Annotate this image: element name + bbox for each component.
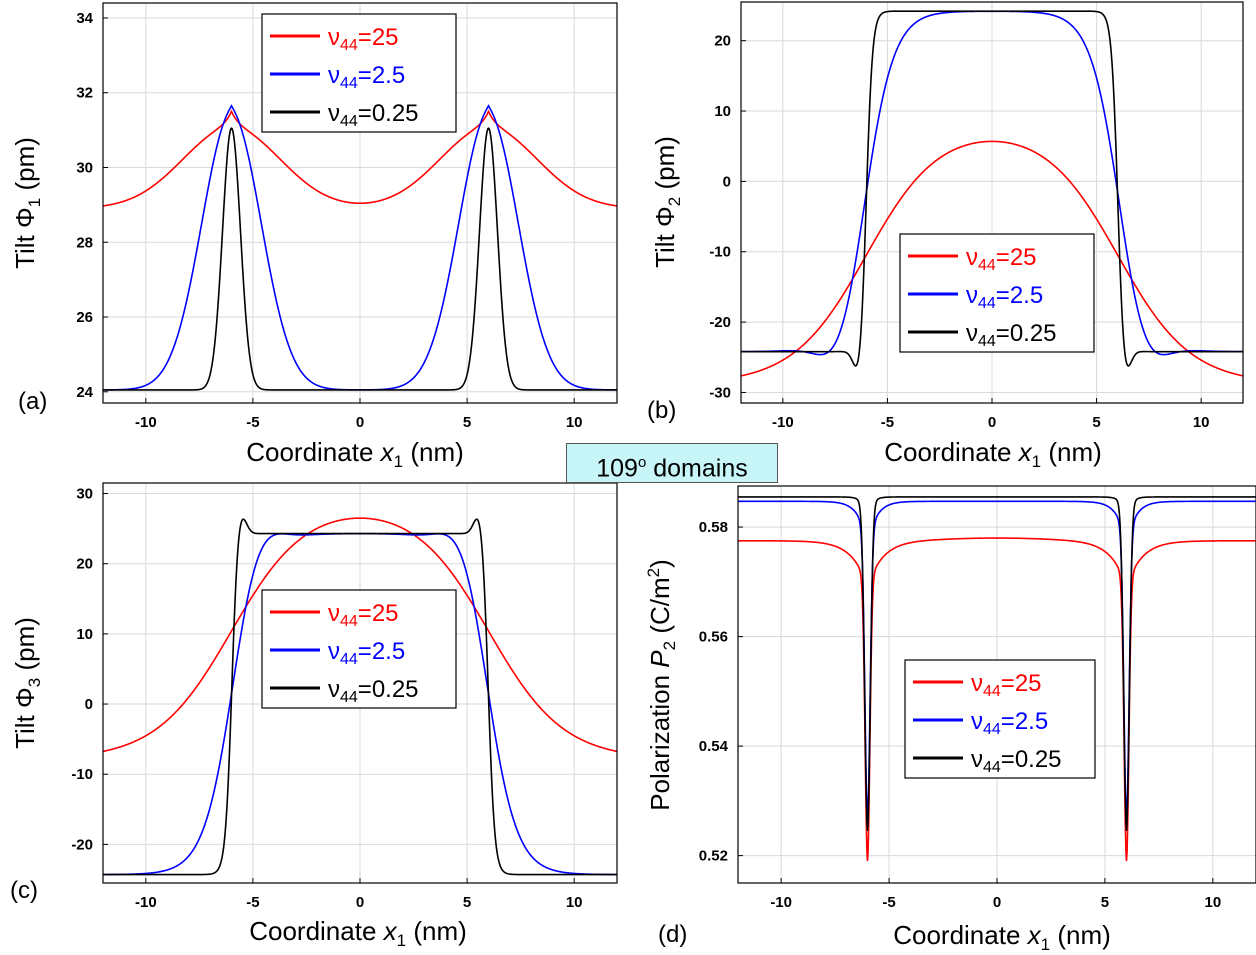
y-tick-label: -30 <box>709 384 731 401</box>
series-line-b-25 <box>740 140 1244 377</box>
y-tick-label: -20 <box>709 314 731 331</box>
legend-entry: ν44=25 <box>328 24 399 54</box>
x-tick-label: -5 <box>882 894 895 911</box>
panel-c: -10 -5 0 5 10 -20 -10 0 10 20 30 Coordinate x1 (nm)… <box>10 482 618 950</box>
legend-entry: ν44=2.5 <box>328 62 405 92</box>
legend-entry: ν44=0.25 <box>966 320 1057 350</box>
x-tick-label: -10 <box>770 894 792 911</box>
series-line-c-0_25 <box>103 518 617 876</box>
x-tick-label: 0 <box>356 414 364 431</box>
y-tick-label: 0.56 <box>699 629 728 646</box>
y-tick-label: 10 <box>76 626 93 643</box>
x-tick-label: 5 <box>1101 894 1109 911</box>
x-tick-label: 0 <box>356 894 364 911</box>
legend-entry: ν44=0.25 <box>328 676 419 706</box>
legend: ν44=25 ν44=2.5 ν44=0.25 <box>904 659 1096 779</box>
y-tick-label: -10 <box>71 766 93 783</box>
legend-entry: ν44=25 <box>971 670 1042 700</box>
x-tick-label: 5 <box>463 414 471 431</box>
legend-entry: ν44=25 <box>328 600 399 630</box>
y-tick-label: 30 <box>76 159 93 176</box>
panel-label: (c) <box>10 877 38 904</box>
x-tick-label: 10 <box>1193 414 1210 431</box>
y-tick-label: 0.58 <box>699 519 728 536</box>
y-axis-label: Tilt Φ3 (pm) <box>10 617 44 749</box>
y-tick-label: 20 <box>76 556 93 573</box>
y-tick-label: 10 <box>714 103 731 120</box>
x-tick-label: 0 <box>988 414 996 431</box>
x-axis-label: Coordinate x1 (nm) <box>893 920 1111 954</box>
series-line-c-25 <box>102 517 618 753</box>
panel-label: (a) <box>18 388 47 415</box>
y-tick-label: -20 <box>71 836 93 853</box>
x-tick-label: -5 <box>246 894 259 911</box>
x-tick-label: 5 <box>1092 414 1100 431</box>
y-tick-label: 34 <box>76 10 93 27</box>
x-tick-label: -5 <box>881 414 894 431</box>
y-tick-label: 28 <box>76 234 93 251</box>
legend-entry: ν44=0.25 <box>971 746 1062 776</box>
x-tick-label: 10 <box>1204 894 1221 911</box>
x-tick-label: 0 <box>993 894 1001 911</box>
panel-label: (b) <box>647 397 676 424</box>
series-line-b-0_25 <box>741 10 1243 367</box>
x-tick-label: 10 <box>566 414 583 431</box>
legend-entry: ν44=2.5 <box>971 708 1048 738</box>
x-tick-label: -5 <box>246 414 259 431</box>
figure-label-109-domains: 109o domains <box>566 443 778 483</box>
y-tick-label: -10 <box>709 244 731 261</box>
series-line-a-0_25 <box>103 127 617 391</box>
panel-label: (d) <box>658 921 687 948</box>
legend: ν44=25 ν44=2.5 ν44=0.25 <box>261 13 457 133</box>
y-tick-label: 26 <box>76 309 93 326</box>
y-tick-label: 0 <box>723 173 731 190</box>
legend: ν44=25 ν44=2.5 ν44=0.25 <box>261 589 457 709</box>
y-axis-label: Tilt Φ2 (pm) <box>650 136 684 268</box>
x-tick-label: 10 <box>566 894 583 911</box>
legend: ν44=25 ν44=2.5 ν44=0.25 <box>899 233 1095 353</box>
y-tick-label: 0.54 <box>699 738 729 755</box>
y-tick-label: 0 <box>85 696 93 713</box>
x-tick-label: -10 <box>772 414 794 431</box>
legend-entry: ν44=25 <box>966 244 1037 274</box>
x-axis-label: Coordinate x1 (nm) <box>249 916 467 950</box>
series-line-d-2_5 <box>738 500 1256 819</box>
x-tick-label: -10 <box>135 414 157 431</box>
y-tick-label: 0.52 <box>699 848 728 865</box>
panel-b: -10 -5 0 5 10 -30 -20 -10 0 10 20 Coordinate x1 (nm… <box>647 1 1244 471</box>
y-tick-label: 20 <box>714 33 731 50</box>
panel-d: -10 -5 0 5 10 0.52 0.54 0.56 0.58 Coordinate x1 (… <box>644 485 1256 954</box>
y-tick-label: 30 <box>76 486 93 503</box>
y-axis-label: Polarization P2 (C/m2) <box>644 559 679 811</box>
y-axis-label: Tilt Φ1 (pm) <box>10 137 44 269</box>
series-line-d-25 <box>738 537 1256 861</box>
series-line-a-25 <box>102 109 618 207</box>
legend-entry: ν44=0.25 <box>328 100 419 130</box>
y-tick-label: 32 <box>76 85 93 102</box>
series-line-d-0_25 <box>738 496 1256 832</box>
x-axis-label: Coordinate x1 (nm) <box>246 437 464 471</box>
legend-entry: ν44=2.5 <box>966 282 1043 312</box>
y-tick-label: 24 <box>76 384 93 401</box>
x-tick-label: -10 <box>135 894 157 911</box>
x-tick-label: 5 <box>463 894 471 911</box>
x-axis-label: Coordinate x1 (nm) <box>884 437 1102 471</box>
panel-a: -10 -5 0 5 10 24 26 28 30 32 34 Coordinate x1 (nm) T… <box>10 2 618 471</box>
legend-entry: ν44=2.5 <box>328 638 405 668</box>
